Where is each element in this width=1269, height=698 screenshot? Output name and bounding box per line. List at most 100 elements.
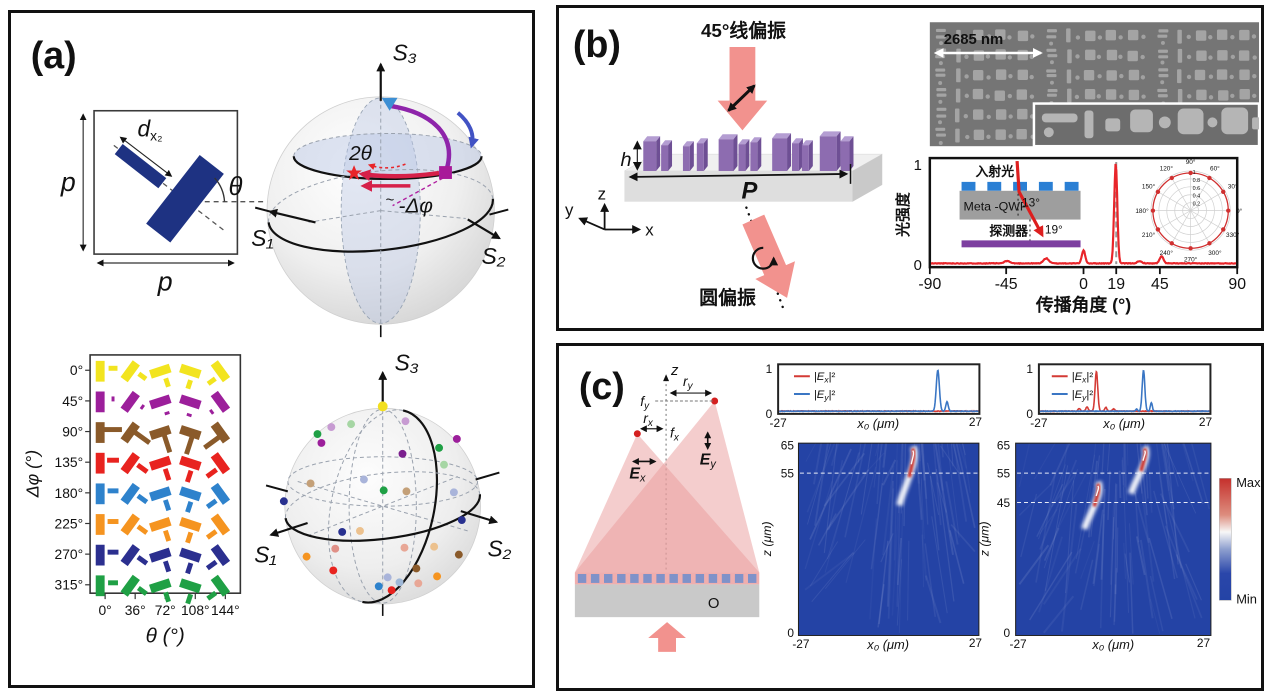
speckle	[1107, 470, 1111, 520]
meta-element	[590, 574, 600, 583]
speckle	[824, 539, 866, 589]
cell-rod-large	[95, 422, 105, 443]
state-dot	[379, 486, 388, 495]
panel-a-canvas: (a) p p dx₂ θ	[23, 34, 512, 647]
equator-disk	[293, 133, 482, 179]
cell-rod-large	[149, 517, 172, 532]
cell-rod-small	[136, 586, 148, 596]
svg-text:55: 55	[781, 466, 795, 480]
pillar-top	[750, 137, 762, 143]
polar-angle-label: 120°	[1160, 165, 1174, 173]
cell-rod-large	[210, 513, 231, 536]
rod-xtick: 0°	[98, 602, 111, 618]
rod-grid	[95, 360, 231, 605]
tilde-mark: ~	[386, 193, 395, 209]
focus-hotline	[1095, 485, 1100, 497]
meta-element	[669, 574, 678, 583]
cell-rod-large	[120, 574, 140, 597]
speckle	[1042, 548, 1082, 605]
polar-angle-label: 240°	[1160, 249, 1174, 257]
refract-angle-label: 13°	[1022, 196, 1040, 210]
cell-rod-small	[205, 498, 218, 509]
cell-rod-small	[206, 590, 218, 601]
pillar-top	[661, 140, 673, 146]
state-dot	[395, 578, 404, 587]
pillar-side	[849, 136, 854, 171]
cell-rod-small	[133, 430, 152, 445]
unit-cell-schematic: p p dx₂ θ	[60, 109, 300, 297]
speckle	[1114, 484, 1118, 595]
s2-axis	[467, 218, 501, 240]
cell-rod-small	[107, 549, 119, 555]
cell-rod-large	[179, 394, 202, 410]
cell-rod-large	[95, 575, 105, 597]
incident-light-arrow	[717, 47, 768, 131]
speckle	[823, 443, 838, 553]
svg-text:65: 65	[997, 439, 1011, 453]
phase-dashed-line	[392, 177, 444, 207]
cell-rod-small	[107, 519, 119, 524]
speckle	[1164, 443, 1171, 476]
rod-ytick: 180°	[55, 485, 84, 501]
speckle	[1158, 471, 1176, 580]
two-theta-arc	[367, 163, 406, 170]
state-dot	[302, 552, 311, 561]
polar-angle-label: 270°	[1184, 255, 1198, 263]
state-dot	[449, 488, 458, 497]
polar-spoke	[1190, 210, 1226, 231]
speckle	[875, 443, 888, 540]
svg-text:19: 19	[1107, 276, 1125, 293]
state-dot	[374, 582, 383, 591]
speckle	[1164, 500, 1196, 619]
polar-spoke	[1190, 210, 1211, 246]
meta-element	[656, 574, 665, 583]
speckle	[1185, 563, 1202, 601]
rod-ytick: 270°	[55, 546, 84, 562]
inset-shape	[1041, 113, 1078, 123]
pillar-front	[819, 136, 837, 171]
cell-rod-small	[163, 591, 171, 603]
speckle	[809, 541, 839, 587]
panel-a-label: (a)	[31, 34, 77, 76]
polar-point	[1226, 208, 1231, 213]
speckle	[896, 491, 901, 607]
speckle	[1101, 443, 1105, 476]
meta-element	[747, 574, 757, 583]
speckle	[1033, 443, 1056, 480]
state-dot	[327, 423, 336, 432]
speckle	[1121, 459, 1125, 486]
pillar-side	[703, 138, 708, 171]
pillar-top	[682, 141, 694, 147]
cell-rod-large	[149, 547, 172, 563]
state-dot	[356, 526, 364, 535]
svg-text:45: 45	[997, 496, 1011, 510]
meta-element	[604, 574, 613, 583]
panel-c-label: (c)	[579, 365, 625, 407]
speckle	[1043, 527, 1060, 562]
cut-right-curves	[1039, 369, 1210, 413]
y-axis	[578, 217, 605, 231]
speckle	[880, 533, 894, 563]
pillar-side	[787, 133, 792, 171]
svg-text:0: 0	[1079, 276, 1088, 293]
speckle	[1106, 443, 1111, 472]
pillar-front	[738, 144, 746, 171]
svg-text:27: 27	[969, 415, 982, 429]
cell-rod-large	[149, 486, 172, 502]
speckle	[1123, 487, 1130, 613]
cut-right-box	[1037, 363, 1212, 415]
meta-element	[721, 574, 731, 583]
cell-rod-small	[205, 529, 218, 540]
speckle	[873, 443, 880, 488]
state-dot	[377, 401, 388, 412]
state-dot	[331, 544, 340, 553]
refraction-ray	[1015, 160, 1044, 238]
pillar-front	[661, 145, 669, 171]
panel-b-canvas: (b) 45°线偏振 h P z x y	[565, 19, 1261, 315]
ex-label: Ex	[629, 465, 646, 484]
svg-text:27: 27	[1197, 636, 1210, 650]
speckle	[1044, 465, 1069, 592]
s3-label-2: S₃	[395, 350, 419, 376]
polar-point	[1221, 227, 1226, 232]
